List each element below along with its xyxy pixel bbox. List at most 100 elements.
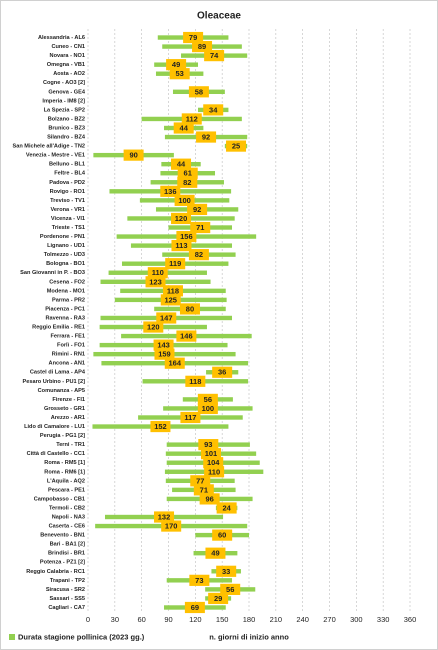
value-label-box: [165, 258, 186, 270]
value-label: 156: [180, 232, 193, 241]
value-label: 110: [208, 467, 220, 476]
value-label-box: [143, 321, 164, 333]
value-label: 125: [164, 295, 177, 304]
value-label-box: [192, 40, 213, 53]
y-tick-label: Genova - GE4: [48, 89, 86, 95]
value-label: 89: [198, 42, 206, 51]
value-label-box: [199, 493, 220, 505]
y-tick-label: Caserta - CE6: [49, 524, 85, 530]
value-label: 44: [180, 123, 189, 132]
value-label: 49: [172, 60, 180, 69]
y-tick-label: Vicenza - VI1: [51, 216, 85, 222]
value-label-box: [123, 149, 144, 161]
value-label: 101: [205, 449, 218, 458]
value-label: 147: [160, 313, 173, 322]
y-tick-label: Siracusa - SR2: [46, 587, 85, 593]
y-tick-label: Firenze - FI1: [52, 397, 85, 403]
value-label-box: [153, 339, 174, 351]
value-label: 104: [207, 458, 220, 467]
y-tick-label: Omegna - VB1: [47, 62, 85, 68]
y-tick-label: Tolmezzo - UD3: [44, 252, 85, 258]
legend-label: Durata stagione pollinica (2023 gg.): [18, 632, 145, 641]
value-label-box: [205, 547, 226, 559]
value-label-box: [181, 113, 202, 125]
value-label-box: [162, 285, 183, 297]
x-axis-label: n. giorni di inizio anno: [209, 632, 289, 641]
value-label-box: [171, 158, 192, 170]
value-label: 119: [169, 259, 181, 268]
value-label-box: [188, 249, 209, 261]
value-label: 90: [129, 151, 137, 160]
value-label-box: [190, 475, 211, 487]
value-label-box: [160, 185, 181, 197]
value-label-box: [197, 393, 218, 405]
value-label: 118: [189, 377, 201, 386]
y-tick-label: Reggio Emilia - RE1: [32, 325, 85, 331]
y-tick-label: Napoli - NA3: [52, 514, 85, 520]
y-tick-label: Lignano - UD1: [47, 243, 85, 249]
value-label: 110: [152, 268, 164, 277]
y-tick-label: Reggio Calabria - RC1: [26, 569, 85, 575]
y-tick-label: Ravenna - RA3: [46, 315, 85, 321]
y-tick-label: Roma - RM6 [1]: [44, 469, 85, 475]
value-label-box: [212, 366, 233, 378]
value-label-box: [160, 294, 181, 306]
value-label-box: [147, 267, 168, 279]
value-label-box: [216, 502, 237, 514]
y-tick-label: Campobasso - CB1: [34, 496, 85, 502]
y-tick-label: Castel di Lama - AP4: [30, 370, 86, 376]
y-tick-label: Comunanza - AP5: [38, 388, 85, 394]
y-tick-label: Pesaro Urbino - PU1 [2]: [23, 379, 86, 385]
value-label-box: [154, 511, 175, 523]
value-label-box: [180, 411, 201, 424]
value-label-box: [220, 583, 241, 595]
chart-title: Oleaceae: [197, 11, 241, 22]
value-label: 92: [202, 133, 210, 142]
value-label-box: [171, 240, 192, 252]
value-label: 132: [158, 512, 171, 521]
value-label-box: [193, 484, 214, 496]
y-tick-label: Rovigo - RO1: [50, 189, 85, 195]
value-label-box: [183, 31, 204, 44]
value-label-box: [190, 221, 211, 234]
y-tick-label: Lido di Camaiore - LU1: [24, 424, 85, 430]
value-label-box: [185, 375, 206, 387]
value-label-box: [176, 230, 197, 243]
y-tick-label: Bologna - BO1: [46, 261, 85, 267]
y-tick-label: Cagliari - CA7: [48, 605, 85, 611]
value-label: 69: [191, 603, 199, 612]
y-tick-label: Terni - TR1: [56, 442, 85, 448]
value-label: 143: [157, 341, 170, 350]
y-tick-label: San Giovanni in P. - BO3: [20, 270, 85, 276]
y-tick-label: Potenza - PZ1 [2]: [40, 560, 85, 566]
value-label-box: [212, 529, 233, 541]
y-tick-label: Forlì - FO1: [57, 343, 85, 349]
x-tick-label: 330: [377, 615, 390, 624]
value-label-box: [156, 312, 177, 324]
value-label: 120: [147, 323, 160, 332]
x-tick-label: 90: [164, 615, 172, 624]
value-label-box: [226, 140, 247, 152]
y-tick-label: Bari - BA1 [2]: [50, 542, 86, 548]
y-tick-label: San Michele all'Adige - TN2: [12, 144, 85, 150]
y-tick-label: Brindisi - BR1: [48, 551, 85, 557]
x-tick-label: 240: [296, 615, 309, 624]
y-tick-label: Feltre - BL4: [54, 171, 86, 177]
value-label: 117: [184, 413, 196, 422]
value-label: 82: [183, 178, 191, 187]
value-label: 58: [195, 87, 203, 96]
x-tick-label: 60: [137, 615, 145, 624]
value-label: 49: [211, 549, 219, 558]
y-tick-label: Ferrara - FE1: [50, 334, 85, 340]
value-label-box: [216, 565, 237, 577]
value-label: 146: [180, 332, 193, 341]
value-label-box: [187, 203, 208, 216]
value-label-box: [198, 439, 219, 451]
value-label-box: [161, 520, 182, 532]
y-tick-label: Treviso - TV1: [50, 198, 85, 204]
value-label: 82: [195, 250, 203, 259]
value-label-box: [196, 131, 217, 143]
value-label: 170: [165, 522, 178, 531]
x-tick-label: 180: [243, 615, 256, 624]
value-label-box: [177, 167, 198, 179]
